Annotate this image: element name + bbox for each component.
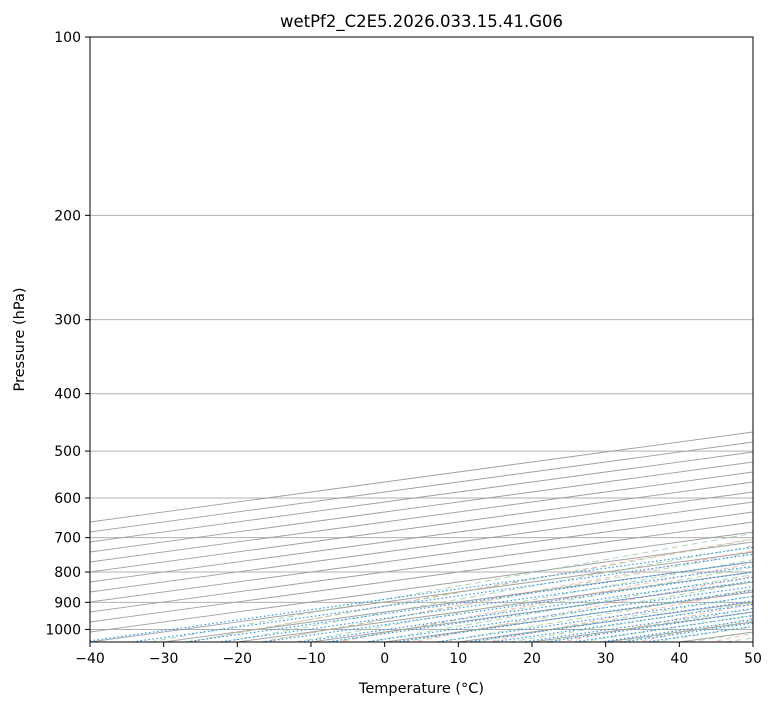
x-tick-label: −10 [296, 651, 326, 667]
mixing-ratio-line [572, 615, 753, 642]
y-tick-label: 700 [54, 531, 81, 547]
isotherm-line [90, 451, 753, 543]
x-tick-label: 30 [597, 651, 615, 667]
y-tick-label: 200 [54, 208, 81, 224]
mixing-ratio-lines [90, 546, 753, 642]
isotherm-line [90, 471, 753, 563]
y-tick-label: 500 [54, 444, 81, 460]
x-tick-label: −40 [75, 651, 105, 667]
chart-title: wetPf2_C2E5.2026.033.15.41.G06 [280, 12, 563, 32]
mixing-ratio-line [218, 565, 753, 642]
y-tick-label: 1000 [45, 622, 81, 638]
isotherm-line [90, 461, 753, 553]
moist-adiabat [296, 559, 753, 642]
moist-adiabat [187, 539, 753, 642]
x-axis-label: Temperature (°C) [358, 681, 484, 697]
y-tick-label: 900 [54, 595, 81, 611]
isotherm-grid [90, 431, 753, 642]
isotherm-line [90, 511, 753, 603]
y-tick-label: 100 [54, 30, 81, 46]
mixing-ratio-line [522, 608, 753, 642]
x-tick-label: −20 [223, 651, 253, 667]
plot-area: 0.10.20.40.611.52346810131620253036-100-… [90, 37, 753, 642]
y-tick-label: 600 [54, 491, 81, 507]
mixing-ratio-line [90, 546, 753, 642]
isotherm-line [90, 481, 753, 573]
moist-adiabat [260, 552, 753, 642]
y-axis: 100 200 300 400 500 600 700 800 900 1000 [45, 30, 90, 638]
y-axis-label: Pressure (hPa) [12, 287, 28, 391]
x-tick-label: −30 [149, 651, 179, 667]
moist-adiabat [150, 532, 753, 642]
x-tick-label: 50 [744, 651, 762, 667]
isotherm-line [90, 521, 753, 613]
plot-frame [89, 36, 754, 643]
x-tick-label: 0 [380, 651, 389, 667]
isotherm-line [90, 491, 753, 583]
mixing-ratio-line [394, 589, 753, 642]
moist-adiabats [150, 532, 753, 642]
y-tick-label: 800 [54, 565, 81, 581]
isobar-grid [90, 37, 753, 630]
x-axis: −40 −30 −20 −10 0 10 20 30 40 50 [75, 642, 762, 667]
mixing-ratio-line [185, 561, 753, 642]
isotherm-line [90, 501, 753, 593]
isotherm-line [90, 531, 753, 623]
x-tick-label: 40 [670, 651, 688, 667]
y-tick-label: 300 [54, 313, 81, 329]
x-tick-label: 10 [449, 651, 467, 667]
x-tick-label: 20 [523, 651, 541, 667]
y-tick-label: 400 [54, 387, 81, 403]
mixing-ratio-line [467, 600, 753, 642]
